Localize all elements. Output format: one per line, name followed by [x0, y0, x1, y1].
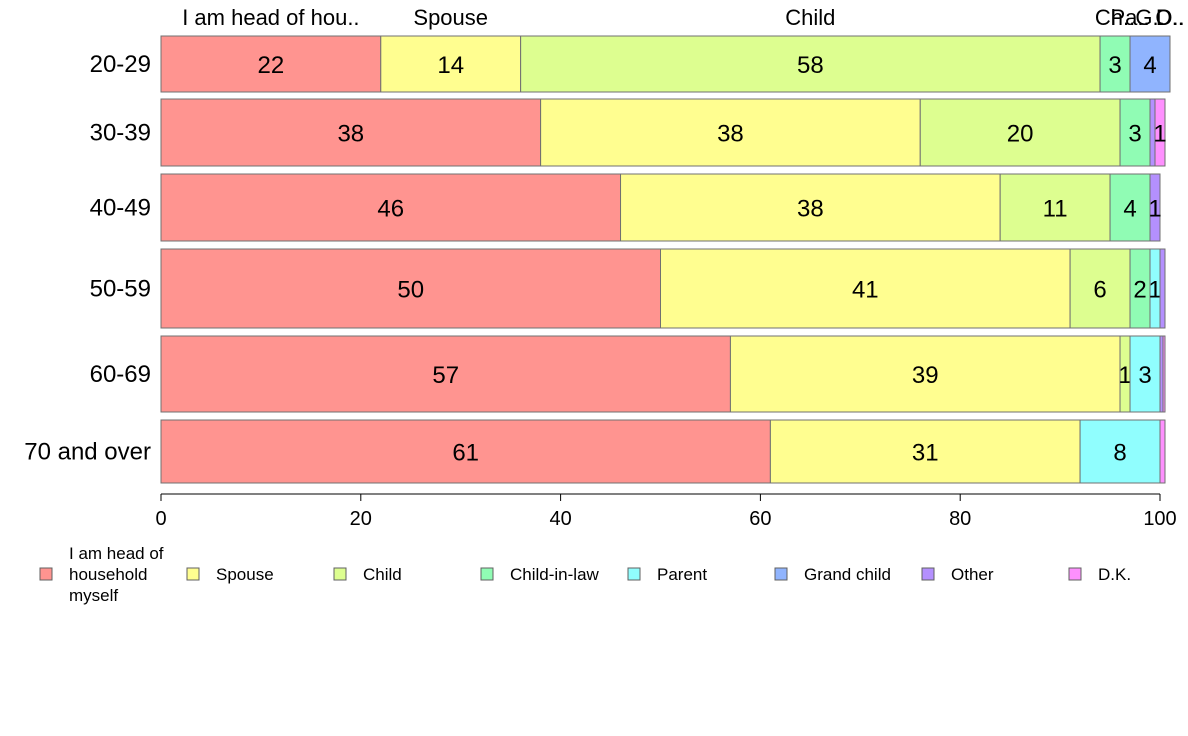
bar-segment-40-49-other — [1149, 173, 1161, 242]
data-label-70-and-over-i-am-head-of-household-myself: 61 — [452, 440, 479, 467]
data-label-30-39-child-in-law: 3 — [1128, 121, 1141, 148]
bar-segment-40-49-i-am-head-of-household-myself — [160, 173, 622, 242]
data-label-20-29-grand-child: 4 — [1143, 52, 1156, 79]
bar-segment-30-39-d-k — [1154, 98, 1166, 167]
top-label-parent: Pa.. — [1110, 5, 1149, 30]
data-label-50-59-child: 6 — [1093, 277, 1106, 304]
x-tick-label-60: 60 — [749, 508, 771, 530]
data-label-40-49-i-am-head-of-household-myself: 46 — [377, 196, 404, 223]
bar-segment-50-59-child — [1069, 248, 1131, 329]
x-tick-label-0: 0 — [155, 508, 166, 530]
bar-segment-20-29-i-am-head-of-household-myself — [160, 35, 382, 93]
category-label-30-39: 30-39 — [90, 120, 151, 147]
data-label-40-49-spouse: 38 — [797, 196, 824, 223]
bar-segment-20-29-child-in-law — [1099, 35, 1131, 93]
top-label-child-in-law: Ch.. — [1095, 5, 1135, 30]
top-label-i-am-head-of-household-myself: I am head of hou.. — [182, 5, 359, 30]
legend-label-other: Other — [951, 565, 994, 584]
bar-segment-40-49-child-in-law — [1109, 173, 1151, 242]
bar-segment-20-29-grand-child — [1129, 35, 1171, 93]
legend-swatch-i-am-head-of-household-myself — [39, 567, 53, 581]
x-tick-label-100: 100 — [1143, 508, 1176, 530]
bar-segment-70-and-over-d-k — [1159, 419, 1166, 484]
data-label-70-and-over-parent: 8 — [1113, 440, 1126, 467]
data-label-20-29-spouse: 14 — [437, 52, 464, 79]
data-label-60-69-i-am-head-of-household-myself: 57 — [432, 362, 459, 389]
category-label-70-and-over: 70 and over — [24, 439, 151, 466]
legend-label-d-k: D.K. — [1098, 565, 1131, 584]
legend-swatch-child — [333, 567, 347, 581]
data-label-40-49-child-in-law: 4 — [1123, 196, 1136, 223]
data-label-30-39-d-k: 1 — [1153, 121, 1166, 148]
bar-segment-70-and-over-i-am-head-of-household-myself — [160, 419, 771, 484]
category-label-50-59: 50-59 — [90, 276, 151, 303]
category-label-60-69: 60-69 — [90, 361, 151, 388]
bar-segment-50-59-i-am-head-of-household-myself — [160, 248, 661, 329]
data-label-20-29-i-am-head-of-household-myself: 22 — [258, 52, 285, 79]
data-label-60-69-child: 1 — [1118, 362, 1131, 389]
legend-label-child: Child — [363, 565, 402, 584]
data-label-40-49-other: 1 — [1148, 196, 1161, 223]
bar-segment-60-69-d-k — [1162, 335, 1166, 413]
bar-segment-40-49-spouse — [620, 173, 1001, 242]
x-tick-label-80: 80 — [949, 508, 971, 530]
top-label-grand-child: G.. — [1135, 5, 1164, 30]
top-label-other: O.. — [1155, 5, 1184, 30]
legend-label-i-am-head-of-household-myself: I am head of household myself — [69, 544, 164, 605]
data-label-50-59-spouse: 41 — [852, 277, 879, 304]
x-tick-label-20: 20 — [350, 508, 372, 530]
x-tick-label-40: 40 — [549, 508, 571, 530]
bar-segment-30-39-spouse — [540, 98, 921, 167]
top-label-child: Child — [785, 5, 835, 30]
data-label-50-59-child-in-law: 2 — [1133, 277, 1146, 304]
legend-swatch-child-in-law — [480, 567, 494, 581]
data-label-20-29-child-in-law: 3 — [1108, 52, 1121, 79]
bar-segment-30-39-child — [919, 98, 1121, 167]
legend-swatch-d-k — [1068, 567, 1082, 581]
category-label-40-49: 40-49 — [90, 195, 151, 222]
data-label-50-59-parent: 1 — [1148, 277, 1161, 304]
data-label-40-49-child: 11 — [1043, 196, 1068, 223]
bar-segment-30-39-child-in-law — [1119, 98, 1151, 167]
data-label-70-and-over-spouse: 31 — [912, 440, 939, 467]
category-label-20-29: 20-29 — [90, 51, 151, 78]
data-label-60-69-spouse: 39 — [912, 362, 939, 389]
data-label-50-59-i-am-head-of-household-myself: 50 — [397, 277, 424, 304]
data-label-30-39-i-am-head-of-household-myself: 38 — [337, 121, 364, 148]
bar-segment-60-69-i-am-head-of-household-myself — [160, 335, 731, 413]
bar-segment-50-59-spouse — [660, 248, 1071, 329]
legend-swatch-parent — [627, 567, 641, 581]
bar-segment-70-and-over-parent — [1079, 419, 1161, 484]
legend-label-child-in-law: Child-in-law — [510, 565, 600, 584]
legend-swatch-spouse — [186, 567, 200, 581]
bar-segment-60-69-parent — [1129, 335, 1161, 413]
data-label-60-69-parent: 3 — [1138, 362, 1151, 389]
bar-segment-50-59-other — [1159, 248, 1166, 329]
legend-label-spouse: Spouse — [216, 565, 274, 584]
data-label-30-39-spouse: 38 — [717, 121, 744, 148]
bar-segment-70-and-over-spouse — [769, 419, 1081, 484]
legend-label-grand-child: Grand child — [804, 565, 891, 584]
top-label-d-k: D.. — [1156, 5, 1184, 30]
legend-label-parent: Parent — [657, 565, 707, 584]
bar-segment-40-49-child — [999, 173, 1111, 242]
legend-swatch-grand-child — [774, 567, 788, 581]
bar-segment-30-39-i-am-head-of-household-myself — [160, 98, 542, 167]
data-label-20-29-child: 58 — [797, 52, 824, 79]
data-label-30-39-child: 20 — [1007, 121, 1034, 148]
bar-segment-20-29-spouse — [380, 35, 522, 93]
bar-segment-20-29-child — [520, 35, 1101, 93]
legend-swatch-other — [921, 567, 935, 581]
top-label-spouse: Spouse — [413, 5, 488, 30]
